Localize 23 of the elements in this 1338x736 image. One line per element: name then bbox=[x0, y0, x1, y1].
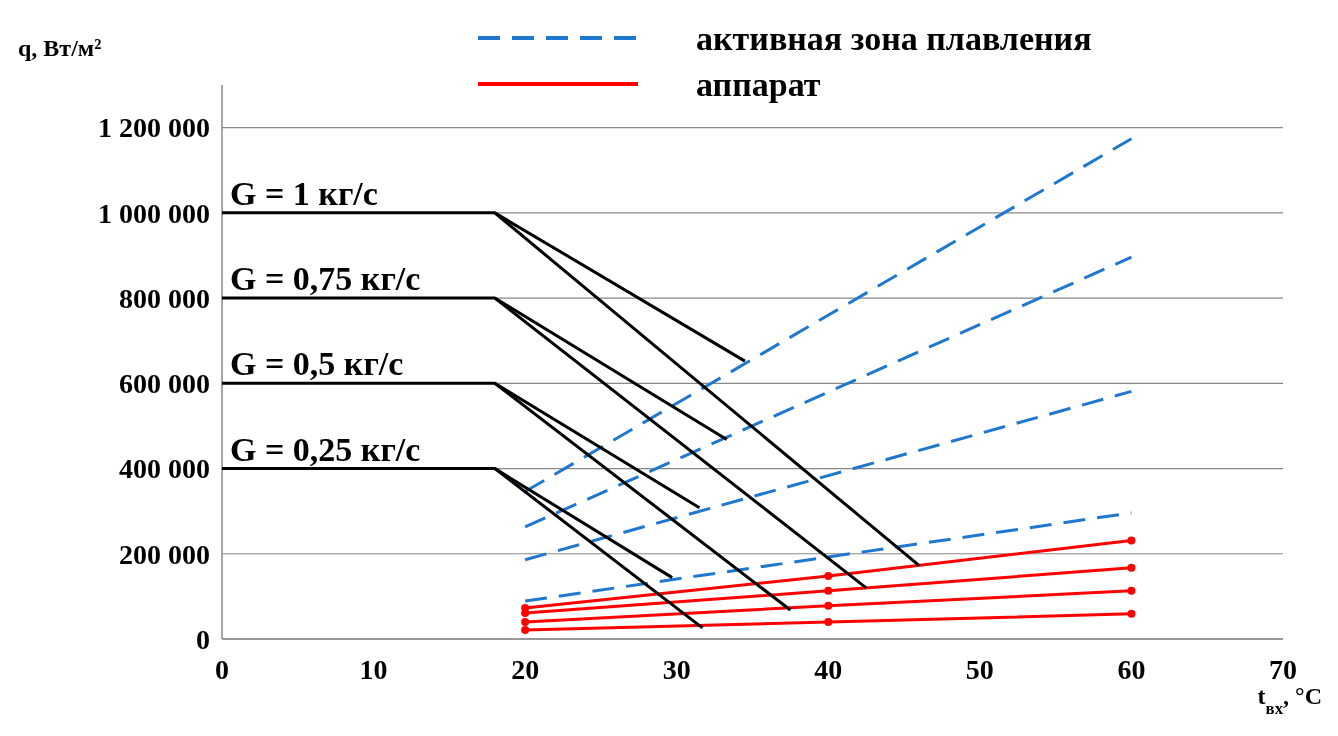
annotation: G = 0,5 кг/с bbox=[230, 345, 404, 383]
y-tick-label: 1 200 000 bbox=[98, 112, 210, 144]
y-tick-label: 0 bbox=[196, 623, 210, 655]
x-tick-label: 0 bbox=[215, 654, 229, 685]
y-tick-label: 200 000 bbox=[119, 538, 210, 570]
x-tick-label: 40 bbox=[814, 654, 843, 685]
legend-label: активная зона плавления bbox=[696, 19, 1092, 57]
x-axis-title: t$_{вх}$, °C bbox=[1257, 683, 1322, 718]
x-tick-label: 10 bbox=[359, 654, 388, 685]
y-tick-label: 400 000 bbox=[119, 453, 210, 485]
y-tick-label: 800 000 bbox=[119, 282, 210, 314]
y-axis-title: q, Вт/м² bbox=[18, 35, 102, 61]
x-tick-label: 20 bbox=[511, 654, 540, 685]
x-tick-label: 30 bbox=[662, 654, 691, 685]
y-tick-label: 1 000 000 bbox=[98, 197, 210, 229]
y-tick-label: 600 000 bbox=[119, 368, 210, 400]
annotation: G = 0,75 кг/с bbox=[230, 260, 421, 298]
x-tick-label: 50 bbox=[965, 654, 994, 685]
annotation: G = 1 кг/с bbox=[230, 174, 378, 212]
annotation: G = 0,25 кг/с bbox=[230, 430, 421, 468]
x-tick-label: 70 bbox=[1269, 654, 1297, 685]
legend-label: аппарат bbox=[696, 65, 821, 103]
x-tick-label: 60 bbox=[1117, 654, 1146, 685]
